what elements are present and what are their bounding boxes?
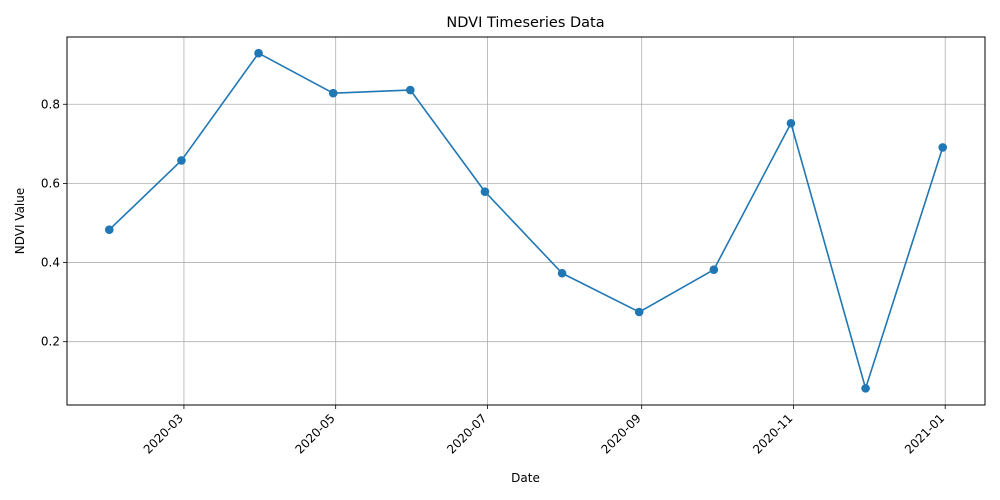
data-point [938, 143, 948, 152]
chart-title: NDVI Timeseries Data [446, 15, 604, 31]
data-point [328, 88, 338, 98]
data-point [709, 265, 719, 274]
y-axis-title: NDVI Value [13, 188, 27, 255]
grid [67, 37, 985, 405]
x-tick-label: 2020-11 [750, 411, 795, 456]
y-axis: 0.2 0.4 0.6 0.8 [41, 97, 67, 349]
data-point [861, 384, 870, 393]
y-tick-label: 0.4 [41, 256, 60, 270]
data-point [254, 48, 263, 58]
data-point [786, 118, 796, 128]
y-tick-label: 0.6 [41, 176, 60, 190]
data-point [557, 268, 567, 278]
data-point [634, 307, 644, 317]
y-tick-label: 0.2 [41, 335, 60, 349]
x-tick-label: 2020-07 [444, 411, 489, 456]
x-axis-title: Date [511, 471, 540, 485]
series [104, 48, 948, 393]
plot-frame [66, 36, 986, 406]
data-point [480, 187, 490, 197]
x-tick-label: 2021-01 [902, 411, 947, 456]
data-point [406, 85, 415, 95]
data-point [104, 225, 114, 235]
data-point [177, 156, 186, 165]
y-tick-label: 0.8 [41, 97, 60, 111]
x-tick-label: 2020-05 [292, 411, 337, 456]
x-tick-label: 2020-09 [598, 411, 643, 456]
x-axis: 2020-03 2020-05 2020-07 2020-09 2020-11 2021-… [141, 405, 947, 457]
series-line [108, 52, 944, 390]
x-tick-label: 2020-03 [141, 411, 186, 456]
